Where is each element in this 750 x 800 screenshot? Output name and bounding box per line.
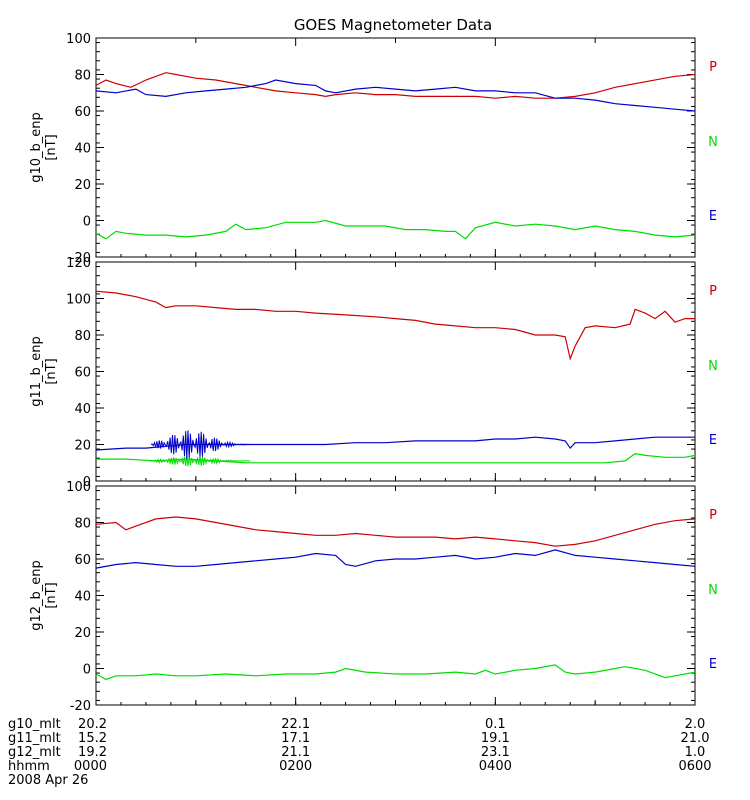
series-p-line <box>95 72 696 99</box>
footer-value: 0400 <box>479 759 512 774</box>
series-n-line <box>95 664 696 681</box>
y-axis-unit: [nT] <box>44 134 59 160</box>
footer-value: 0.1 <box>485 717 506 732</box>
y-tick-label: 20 <box>74 626 91 641</box>
footer-group: g10_mlt 20.2 22.1 0.1 2.0 g11_mlt 15.2 17.1 19.1… <box>8 717 712 788</box>
y-tick-label: -20 <box>70 251 91 266</box>
y-tick-label: 80 <box>74 329 91 344</box>
series-e-oscillation <box>150 430 251 459</box>
y-tick-label: 60 <box>74 105 91 120</box>
legend-e: E <box>709 209 717 224</box>
y-axis-label: g12_b_enp <box>29 560 44 631</box>
y-tick-label: 80 <box>74 517 91 532</box>
panel-frame <box>95 261 696 482</box>
footer-value: 21.0 <box>681 731 710 746</box>
legend-e: E <box>709 433 717 448</box>
y-tick-label: 0 <box>83 475 91 490</box>
series-e-line <box>95 79 696 112</box>
legend-n: N <box>708 359 718 374</box>
footer-value: 19.1 <box>481 731 510 746</box>
legend-p: P <box>709 284 717 299</box>
y-tick-label: 60 <box>74 553 91 568</box>
y-tick-label: 100 <box>66 293 91 308</box>
legend-n: N <box>708 583 718 598</box>
y-tick-label: 100 <box>66 480 91 495</box>
footer-value: 2.0 <box>685 717 706 732</box>
legend-e: E <box>709 657 717 672</box>
footer-value: 0200 <box>279 759 312 774</box>
footer-value: 19.2 <box>78 745 107 760</box>
y-tick-label: 0 <box>83 663 91 678</box>
footer-value: 15.2 <box>78 731 107 746</box>
y-axis-label: g11_b_enp <box>29 336 44 407</box>
series-p-line <box>95 516 696 547</box>
y-axis-unit: [nT] <box>44 358 59 384</box>
panel-3: -20 0 20 40 60 80 100 g12_b_enp [nT] P N E <box>29 480 718 714</box>
y-tick-label: -20 <box>70 699 91 714</box>
footer-row-label: hhmm <box>8 759 50 774</box>
footer-value: 17.1 <box>281 731 310 746</box>
y-tick-label: 40 <box>74 590 91 605</box>
panel-2: 0 20 40 60 80 100 120 g11_b_enp [nT] P N E <box>29 256 718 490</box>
chart-title: GOES Magnetometer Data <box>294 16 492 34</box>
y-tick-label: 40 <box>74 142 91 157</box>
footer-value: 21.1 <box>281 745 310 760</box>
footer-value: 20.2 <box>78 717 107 732</box>
footer-row-label: g10_mlt <box>8 717 61 732</box>
y-tick-label: 40 <box>74 402 91 417</box>
series-p-line <box>95 290 695 361</box>
y-axis-unit: [nT] <box>44 582 59 608</box>
legend-p: P <box>709 508 717 523</box>
series-n-oscillation <box>150 455 251 467</box>
panel-frame <box>95 485 696 706</box>
legend-n: N <box>708 135 718 150</box>
footer-value: 0000 <box>74 759 107 774</box>
y-tick-label: 100 <box>66 32 91 47</box>
footer-value: 0600 <box>678 759 711 774</box>
footer-row-label: g11_mlt <box>8 731 61 746</box>
y-axis-label: g10_b_enp <box>29 112 44 183</box>
y-tick-label: 120 <box>66 256 91 271</box>
series-n-line <box>95 219 696 240</box>
footer-row-label: g12_mlt <box>8 745 61 760</box>
footer-value: 23.1 <box>481 745 510 760</box>
y-tick-label: 20 <box>74 439 91 454</box>
footer-date: 2008 Apr 26 <box>8 773 88 788</box>
footer-value: 22.1 <box>281 717 310 732</box>
y-tick-label: 20 <box>74 178 91 193</box>
footer-value: 1.0 <box>685 745 706 760</box>
y-tick-label: 60 <box>74 366 91 381</box>
y-tick-label: 80 <box>74 69 91 84</box>
panel-1: -20 0 20 40 60 80 100 g10_b_enp [nT] P N E <box>29 32 718 266</box>
panel-frame <box>95 37 696 258</box>
legend-p: P <box>709 60 717 75</box>
y-tick-label: 0 <box>83 215 91 230</box>
series-e-line <box>95 549 696 569</box>
